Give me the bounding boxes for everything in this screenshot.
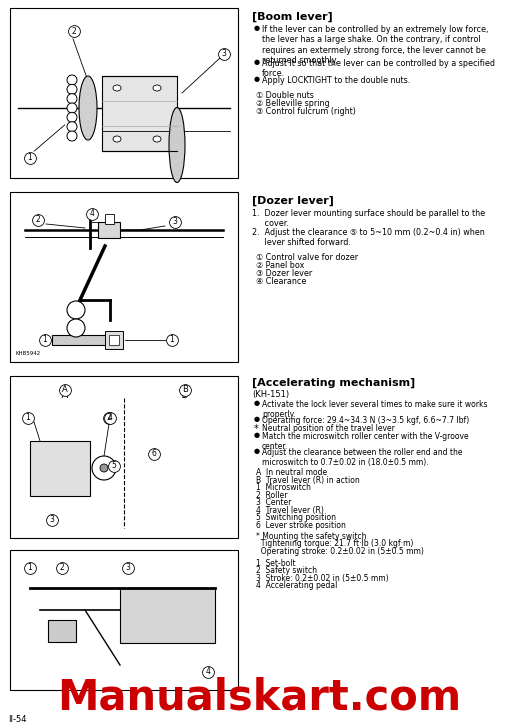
Text: 1: 1 — [169, 335, 175, 344]
Text: 5  Switching position: 5 Switching position — [256, 513, 336, 522]
Text: Manualskart.com: Manualskart.com — [57, 676, 461, 718]
Bar — [105, 214, 114, 224]
Text: A  In neutral mode: A In neutral mode — [256, 468, 327, 477]
Text: 2  Safety switch: 2 Safety switch — [256, 566, 317, 575]
Ellipse shape — [67, 94, 77, 103]
Text: 4: 4 — [206, 667, 210, 677]
Text: ① Double nuts: ① Double nuts — [256, 90, 314, 100]
Text: 1  Set-bolt: 1 Set-bolt — [256, 558, 296, 568]
Bar — [10, 376, 238, 538]
Text: 2: 2 — [36, 215, 40, 225]
Bar — [48, 620, 76, 642]
Text: ●: ● — [254, 25, 260, 31]
Text: 5: 5 — [111, 461, 117, 471]
Text: A: A — [62, 390, 68, 400]
Bar — [102, 76, 177, 151]
Text: ●: ● — [254, 448, 260, 454]
Text: Neutral position of the travel lever: Neutral position of the travel lever — [262, 424, 395, 433]
Bar — [109, 335, 119, 345]
Text: 3: 3 — [50, 515, 54, 524]
Text: 2: 2 — [71, 27, 76, 35]
Text: ③ Dozer lever: ③ Dozer lever — [256, 269, 312, 278]
Text: 1: 1 — [25, 414, 31, 422]
Bar — [10, 192, 238, 362]
Circle shape — [67, 301, 85, 319]
Ellipse shape — [67, 131, 77, 141]
Ellipse shape — [67, 85, 77, 94]
Text: 2: 2 — [107, 414, 111, 422]
Ellipse shape — [67, 112, 77, 122]
Circle shape — [92, 456, 116, 480]
Text: 6: 6 — [152, 450, 156, 458]
Text: Adjust the clearance between the roller end and the
microswitch to 0.7±0.02 in (: Adjust the clearance between the roller … — [262, 448, 463, 467]
Text: * Mounting the safety switch: * Mounting the safety switch — [256, 532, 367, 541]
Text: 4  Travel lever (R): 4 Travel lever (R) — [256, 505, 324, 515]
Text: B: B — [182, 390, 189, 400]
Text: ③ Control fulcrum (right): ③ Control fulcrum (right) — [256, 106, 356, 116]
Ellipse shape — [67, 121, 77, 132]
Text: Operating force: 29.4~34.3 N (3~3.5 kgf, 6.6~7.7 lbf): Operating force: 29.4~34.3 N (3~3.5 kgf,… — [262, 416, 469, 425]
Text: 1.  Dozer lever mounting surface should be parallel to the
     cover.: 1. Dozer lever mounting surface should b… — [252, 209, 485, 228]
Text: 4: 4 — [108, 414, 112, 422]
Text: 3: 3 — [125, 563, 131, 573]
Text: 3  Stroke: 0.2±0.02 in (5±0.5 mm): 3 Stroke: 0.2±0.02 in (5±0.5 mm) — [256, 573, 388, 583]
Text: 2  Roller: 2 Roller — [256, 490, 287, 500]
Bar — [120, 588, 215, 643]
Text: II-54: II-54 — [8, 715, 26, 723]
Bar — [10, 550, 238, 690]
Text: B: B — [182, 385, 188, 395]
Text: [Boom lever]: [Boom lever] — [252, 12, 333, 22]
Text: 2: 2 — [60, 563, 64, 573]
Ellipse shape — [67, 75, 77, 85]
Text: *: * — [254, 424, 259, 434]
Text: Match the microswitch roller center with the V-groove
center.: Match the microswitch roller center with… — [262, 432, 469, 451]
Text: ●: ● — [254, 432, 260, 438]
Bar — [98, 222, 120, 238]
Text: Operating stroke: 0.2±0.02 in (5±0.5 mm): Operating stroke: 0.2±0.02 in (5±0.5 mm) — [256, 547, 424, 556]
Text: 3: 3 — [172, 218, 178, 226]
Text: 4  Accelerating pedal: 4 Accelerating pedal — [256, 581, 337, 590]
Text: 1: 1 — [42, 335, 47, 344]
Text: 4: 4 — [90, 210, 94, 218]
Text: ② Panel box: ② Panel box — [256, 261, 305, 270]
Bar — [52, 335, 122, 345]
Text: ●: ● — [254, 416, 260, 422]
Text: 1: 1 — [27, 563, 32, 573]
Text: 3  Center: 3 Center — [256, 498, 291, 507]
Ellipse shape — [113, 136, 121, 142]
Text: Tightening torque: 21.7 ft·lb (3.0 kgf·m): Tightening torque: 21.7 ft·lb (3.0 kgf·m… — [256, 539, 413, 549]
Ellipse shape — [113, 85, 121, 91]
Ellipse shape — [67, 103, 77, 113]
Ellipse shape — [153, 85, 161, 91]
Text: KHB5942: KHB5942 — [16, 351, 41, 356]
Circle shape — [100, 464, 108, 472]
Ellipse shape — [153, 136, 161, 142]
Text: [Accelerating mechanism]: [Accelerating mechanism] — [252, 378, 415, 388]
Bar — [105, 331, 123, 349]
Text: 6  Lever stroke position: 6 Lever stroke position — [256, 521, 346, 529]
Text: 1  Microswitch: 1 Microswitch — [256, 483, 311, 492]
Text: (KH-151): (KH-151) — [252, 390, 289, 399]
Text: 3: 3 — [222, 49, 226, 59]
Text: Adjust it so that the lever can be controlled by a specified
force.: Adjust it so that the lever can be contr… — [262, 59, 495, 78]
Text: [Dozer lever]: [Dozer lever] — [252, 196, 334, 206]
Text: 1: 1 — [27, 153, 32, 163]
Text: If the lever can be controlled by an extremely low force,
the lever has a large : If the lever can be controlled by an ext… — [262, 25, 488, 65]
Text: ●: ● — [254, 400, 260, 406]
Bar — [10, 8, 238, 178]
Text: A: A — [62, 385, 68, 395]
Text: ② Belleville spring: ② Belleville spring — [256, 98, 329, 108]
Text: ① Control valve for dozer: ① Control valve for dozer — [256, 253, 358, 262]
Text: Apply LOCKTIGHT to the double nuts.: Apply LOCKTIGHT to the double nuts. — [262, 76, 410, 85]
Text: ④ Clearance: ④ Clearance — [256, 277, 306, 286]
Ellipse shape — [79, 76, 97, 140]
Text: 2.  Adjust the clearance ⑤ to 5~10 mm (0.2~0.4 in) when
     lever shifted forwa: 2. Adjust the clearance ⑤ to 5~10 mm (0.… — [252, 228, 485, 247]
Ellipse shape — [169, 108, 185, 182]
Circle shape — [67, 319, 85, 337]
Bar — [30, 441, 90, 496]
Text: ●: ● — [254, 59, 260, 65]
Text: Activate the lock lever several times to make sure it works
properly.: Activate the lock lever several times to… — [262, 400, 487, 419]
Text: ●: ● — [254, 76, 260, 82]
Text: B  Travel lever (R) in action: B Travel lever (R) in action — [256, 476, 359, 484]
